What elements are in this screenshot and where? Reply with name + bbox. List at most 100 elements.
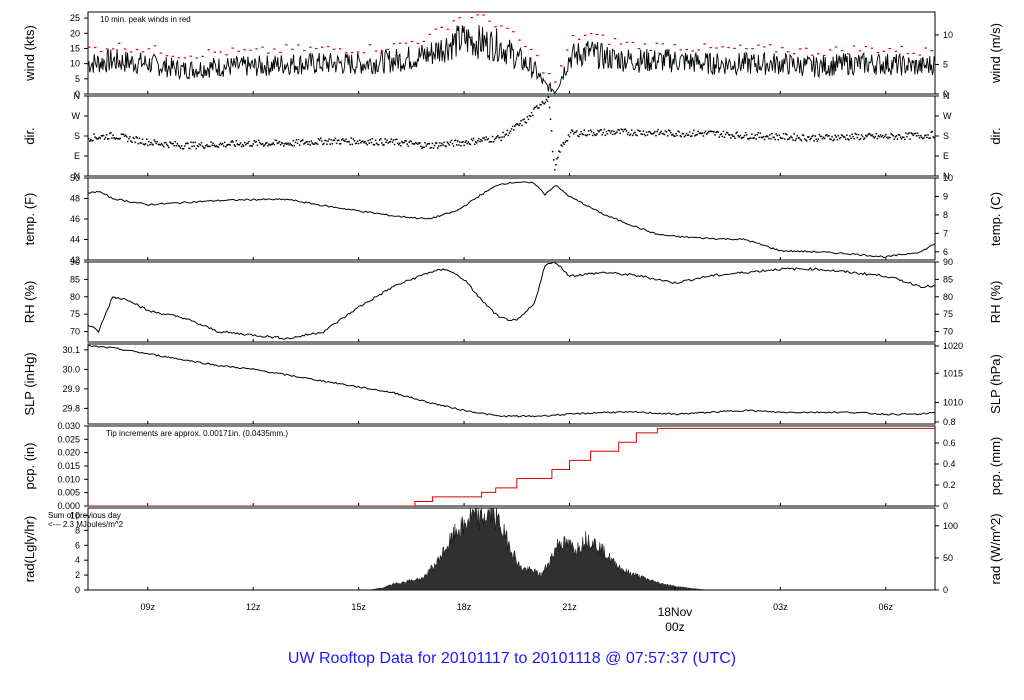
left-tick-label: 0.030 xyxy=(57,421,80,431)
wind-peak-mark xyxy=(344,52,348,54)
dir-point xyxy=(97,137,99,140)
dir-point xyxy=(174,141,176,143)
dir-point xyxy=(477,140,479,142)
wind-peak-mark xyxy=(745,48,748,50)
dir-point xyxy=(822,136,825,139)
dir-point xyxy=(458,144,460,146)
right-tick-label: N xyxy=(943,91,950,101)
dir-point xyxy=(195,147,197,150)
left-tick-label: 0 xyxy=(75,585,80,595)
dir-point xyxy=(422,146,424,148)
dir-point xyxy=(781,137,784,140)
dir-point xyxy=(700,132,703,135)
dir-point xyxy=(741,136,744,139)
dir-point xyxy=(156,140,158,143)
dir-point xyxy=(592,134,594,137)
dir-point xyxy=(660,130,662,133)
time-tick-label: 06z xyxy=(879,602,894,612)
left-tick-label: 50 xyxy=(70,173,80,183)
wind-peak-mark xyxy=(309,46,312,48)
dir-point xyxy=(838,137,841,140)
panel-frame xyxy=(87,425,936,507)
right-tick-label: 1010 xyxy=(943,398,963,408)
wind-peak-mark xyxy=(422,40,426,42)
dir-point xyxy=(385,141,387,143)
dir-point xyxy=(556,158,558,160)
dir-point xyxy=(868,132,870,135)
dir-point xyxy=(105,134,108,136)
dir-point xyxy=(505,133,507,135)
wind-peak-mark xyxy=(524,45,527,48)
dir-point xyxy=(91,139,93,142)
wind-peak-mark xyxy=(870,47,874,49)
wind-peak-mark xyxy=(542,72,545,74)
dir-point xyxy=(646,134,649,136)
dir-point xyxy=(853,138,855,140)
dir-point xyxy=(588,133,591,136)
right-tick-label: 0 xyxy=(943,501,948,511)
wind-peak-mark xyxy=(338,48,342,50)
wind-peak-mark xyxy=(500,25,503,27)
dir-point xyxy=(659,132,661,134)
dir-point xyxy=(578,135,580,138)
dir-point xyxy=(238,144,241,146)
dir-point xyxy=(643,133,646,136)
dir-point xyxy=(613,130,615,132)
dir-point xyxy=(620,128,622,131)
dir-point xyxy=(329,143,331,145)
wind-peak-mark xyxy=(577,38,581,40)
dir-point xyxy=(155,142,157,145)
dir-point xyxy=(870,134,872,137)
dir-point xyxy=(904,138,906,141)
dir-point xyxy=(571,130,574,132)
dir-point xyxy=(864,137,866,139)
dir-point xyxy=(239,142,242,144)
dir-point xyxy=(815,138,817,140)
dir-point xyxy=(635,134,637,136)
dir-point xyxy=(126,136,128,138)
dir-point xyxy=(623,128,626,131)
dir-point xyxy=(256,144,259,147)
dir-point xyxy=(731,134,733,136)
dir-point xyxy=(500,139,502,142)
dir-point xyxy=(277,142,280,144)
dir-point xyxy=(851,133,853,135)
dir-point xyxy=(695,134,697,136)
dir-point xyxy=(259,142,262,145)
dir-point xyxy=(205,145,207,147)
dir-point xyxy=(118,138,121,140)
dir-point xyxy=(231,140,233,142)
time-tick-label: 15z xyxy=(351,602,366,612)
left-tick-label: 0.010 xyxy=(57,474,80,484)
dir-point xyxy=(809,138,811,141)
dir-point xyxy=(425,145,427,147)
dir-point xyxy=(652,133,654,135)
wind-peak-mark xyxy=(637,48,641,50)
wind-peak-mark xyxy=(667,49,670,51)
dir-point xyxy=(240,145,243,148)
left-tick-label: 25 xyxy=(70,13,80,23)
dir-point xyxy=(763,138,766,141)
wind-peak-mark xyxy=(135,48,139,51)
dir-point xyxy=(664,130,667,132)
dir-point xyxy=(653,132,655,134)
dir-point xyxy=(210,141,212,143)
dir-point xyxy=(417,143,419,146)
dir-point xyxy=(309,144,311,146)
right-tick-label: 0 xyxy=(943,89,948,99)
dir-point xyxy=(733,135,735,138)
dir-point xyxy=(594,134,596,136)
dir-point xyxy=(902,136,904,138)
left-tick-label: S xyxy=(74,131,80,141)
dir-point xyxy=(625,130,628,132)
dir-point xyxy=(584,134,587,136)
dir-point xyxy=(461,141,463,144)
dir-point xyxy=(492,141,495,143)
wind-peak-mark xyxy=(105,48,109,50)
dir-point xyxy=(530,111,533,114)
dir-point xyxy=(131,141,133,143)
right-tick-label: 0.6 xyxy=(943,438,956,448)
dir-point xyxy=(799,138,802,141)
dir-point xyxy=(119,137,122,140)
right-tick-label: 0.2 xyxy=(943,480,956,490)
